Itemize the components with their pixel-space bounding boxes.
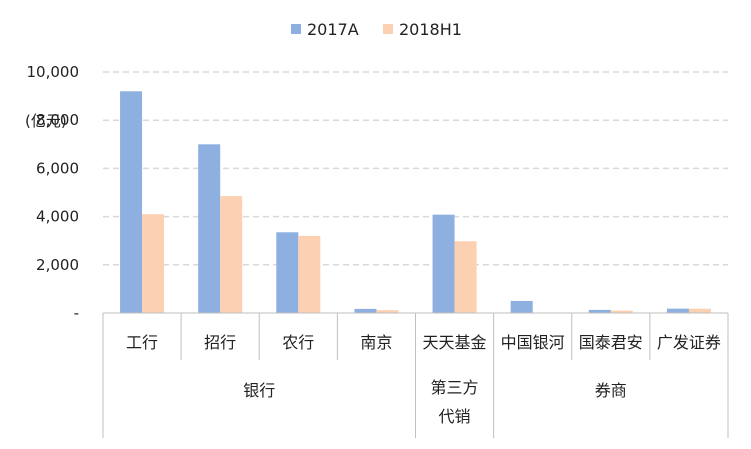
bar-2017a [588,309,611,313]
bar-2017a [198,144,221,313]
x-category-label: 南京 [360,333,392,352]
bar-2017a [510,300,533,313]
bar-2017a [666,308,689,313]
bar-2018h1 [220,196,243,313]
legend-label-2017a: 2017A [307,20,359,39]
bar-2017a [354,308,377,313]
x-category-label: 天天基金 [423,333,487,352]
y-tick-label: 2,000 [36,256,79,274]
bar-2017a [432,214,455,313]
bar-2017a [120,91,143,313]
y-tick-label: 6,000 [36,159,79,177]
legend-label-2018h1: 2018H1 [399,20,462,39]
x-category-label: 农行 [282,333,314,352]
legend-swatch-2018h1 [383,24,393,34]
bar-2018h1 [610,310,633,313]
x-category-label: 工行 [126,333,158,352]
x-category-label: 中国银河 [501,333,565,352]
x-category-label: 国泰君安 [579,333,643,352]
x-group-label: 代销 [439,407,471,426]
y-tick-label: 10,000 [27,63,80,81]
x-group-label: 券商 [595,381,627,400]
x-category-label: 广发证券 [657,333,721,352]
y-tick-label: - [74,304,79,322]
bar-2017a [276,232,299,313]
bar-2018h1 [454,241,477,313]
bar-2018h1 [142,214,165,313]
bar-2018h1 [376,310,399,313]
y-tick-label: 8,000 [36,111,79,129]
x-group-label: 第三方 [431,378,479,397]
bar-2018h1 [298,235,321,313]
bar-2018h1 [688,308,711,313]
legend-swatch-2017a [291,24,301,34]
x-group-label: 银行 [243,381,275,400]
y-tick-label: 4,000 [36,208,79,226]
y-axis-unit-label: (亿元) [25,112,67,130]
x-category-label: 招行 [204,333,236,352]
